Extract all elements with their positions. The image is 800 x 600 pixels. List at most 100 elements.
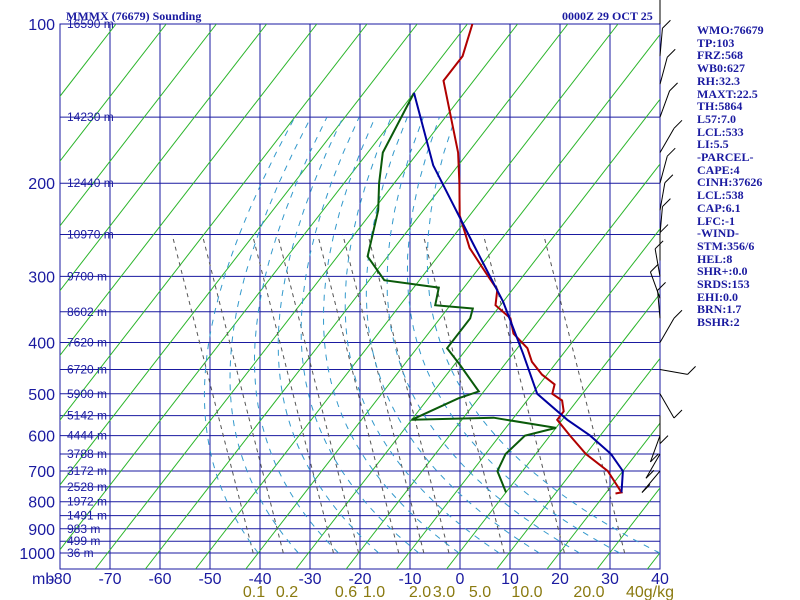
wind-barb (659, 147, 676, 184)
temperature-tick-label: -30 (298, 571, 321, 588)
wind-barb (657, 282, 666, 319)
wind-barb-flag (669, 82, 678, 92)
isotherm-line (0, 553, 7, 575)
temperature-tick-label: -80 (48, 571, 71, 588)
wind-barb-staff (657, 290, 661, 319)
pressure-unit-label: mb (32, 571, 54, 588)
wind-barb (659, 0, 661, 24)
height-label: 499 m (67, 534, 100, 548)
moist-adiabat-line (300, 116, 420, 554)
pressure-tick-label: 400 (28, 335, 55, 352)
indices-panel: WMO:76679 TP:103 FRZ:568 WB0:627 RH:32.3 MAXT… (697, 24, 797, 329)
wind-barb (659, 119, 683, 153)
wind-barb-staff (659, 90, 671, 118)
moist-adiabat-line (386, 117, 580, 554)
wind-barb-staff (659, 393, 675, 419)
moist-adiabat-line (426, 117, 660, 554)
temperature-tick-label: -60 (148, 571, 171, 588)
mixing-ratio-line (543, 234, 626, 554)
mixing-ratio-line (317, 234, 400, 554)
pressure-tick-label: 600 (28, 429, 55, 446)
index-item: HEL:8 (697, 251, 733, 266)
wind-barb-flag (654, 240, 664, 250)
index-item: WMO:76679 (697, 23, 764, 37)
height-label: 9700 m (67, 269, 107, 283)
mixing-ratio-label: 3.0 (433, 584, 455, 600)
temperature-tick-label: 10 (501, 571, 519, 588)
isotherm-line (596, 552, 610, 569)
wind-barb (659, 224, 669, 261)
height-label: 14230 m (67, 110, 114, 124)
pressure-tick-label: 800 (28, 495, 55, 512)
pressure-tick-label: 1000 (19, 546, 55, 563)
isotherm-line (445, 552, 460, 569)
isotherm-line (295, 552, 309, 569)
wind-barb-staff (659, 156, 668, 184)
pressure-tick-label: 500 (28, 387, 55, 404)
sounding-time: 0000Z 29 OCT 25 (562, 9, 653, 23)
temperature-tick-label: -10 (398, 571, 421, 588)
isotherm-line (194, 552, 209, 569)
mixing-ratio-label: 5.0 (469, 584, 491, 600)
isotherm-line (60, 24, 267, 292)
moist-adiabat-line (406, 117, 620, 554)
height-label: 10970 m (67, 228, 114, 242)
index-item: LCL:538 (697, 188, 744, 203)
mixing-ratio-label: 0.2 (276, 584, 298, 600)
wind-barb-flag (641, 484, 651, 493)
index-item: BSHR:2 (697, 315, 740, 330)
index-item: -WIND- (697, 226, 739, 241)
pressure-tick-label: 200 (28, 176, 55, 193)
mixing-ratio-line (251, 234, 334, 554)
mixing-ratio-label: 40g/kg (626, 584, 674, 600)
isobar-grid (59, 23, 661, 570)
wind-barb (659, 82, 678, 118)
wind-barb-flag (673, 309, 683, 319)
height-label: 7620 m (67, 335, 107, 349)
wind-barbs (641, 0, 696, 493)
wind-barb (641, 470, 661, 493)
isotherm-line (496, 552, 510, 569)
wind-barb-staff (659, 182, 666, 211)
wind-barb (645, 453, 661, 479)
mixing-ratio-line (342, 234, 425, 554)
temperature-tick-label: -20 (348, 571, 371, 588)
wind-barb (659, 366, 696, 375)
isotherm-line (559, 422, 660, 554)
temperature-tick-label: 0 (456, 571, 465, 588)
temperature-tick-label: 20 (551, 571, 569, 588)
wind-barb (659, 309, 683, 343)
mixing-ratio-label: 20.0 (573, 584, 604, 600)
mixing-ratio-label: 2.0 (409, 584, 431, 600)
wind-barb-flag (664, 174, 674, 184)
parcel-trace (413, 92, 624, 493)
index-item: SHR+:0.0 (697, 264, 748, 279)
temperature-tick-label: 40 (651, 571, 669, 588)
wind-barb (659, 393, 683, 419)
wind-barb-flag (673, 119, 683, 129)
wind-barb-staff (659, 206, 663, 235)
pressure-tick-label: 300 (28, 269, 55, 286)
temperature-tick-label: -40 (248, 571, 271, 588)
wind-barb-flag (687, 366, 696, 375)
height-label: 3172 m (67, 464, 107, 478)
mixing-ratio-label: 0.1 (243, 584, 265, 600)
isotherm-line (60, 24, 418, 486)
height-label: 36 m (67, 546, 94, 560)
height-label: 1972 m (67, 495, 107, 509)
wind-barb-flag (666, 48, 676, 58)
isotherm-line (60, 24, 368, 421)
wind-barb (659, 48, 676, 85)
wind-barb (649, 435, 661, 463)
isotherm-line (395, 552, 410, 569)
height-label: 12440 m (67, 176, 114, 190)
height-label: 983 m (67, 522, 100, 536)
index-item: EHI:0.0 (697, 289, 739, 304)
height-label: 16590 m (67, 17, 114, 31)
wind-barb (649, 263, 661, 299)
index-item: WB0:627 (697, 61, 745, 76)
isotherm-line (743, 553, 760, 575)
index-item: CAP:6.1 (697, 200, 741, 215)
wind-barb-flag (662, 198, 671, 207)
